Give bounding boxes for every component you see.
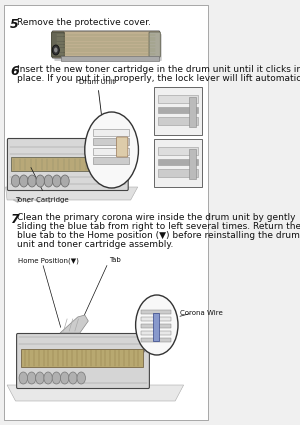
Circle shape (11, 175, 20, 187)
Bar (189, 97, 197, 127)
Bar (158, 147, 199, 155)
Bar (158, 159, 199, 165)
FancyBboxPatch shape (116, 137, 128, 157)
Circle shape (19, 372, 28, 384)
FancyBboxPatch shape (8, 139, 128, 190)
Bar (154, 139, 202, 187)
Text: 5: 5 (10, 18, 19, 31)
Bar (158, 117, 199, 125)
Text: unit and toner cartridge assembly.: unit and toner cartridge assembly. (17, 240, 173, 249)
Bar (21, 349, 143, 367)
Circle shape (36, 372, 44, 384)
Text: Insert the new toner cartridge in the drum unit until it clicks into: Insert the new toner cartridge in the dr… (17, 65, 300, 74)
Text: Tab: Tab (110, 257, 121, 263)
Circle shape (69, 372, 77, 384)
FancyBboxPatch shape (16, 334, 149, 388)
Text: place. If you put it in properly, the lock lever will lift automatically.: place. If you put it in properly, the lo… (17, 74, 300, 83)
Circle shape (27, 372, 36, 384)
Polygon shape (7, 385, 184, 401)
Bar (141, 337, 171, 342)
Circle shape (28, 175, 36, 187)
Circle shape (44, 175, 53, 187)
Text: sliding the blue tab from right to left several times. Return the: sliding the blue tab from right to left … (17, 222, 300, 231)
Bar (154, 87, 202, 135)
Bar (141, 331, 171, 334)
Bar (158, 95, 199, 103)
Text: 6: 6 (10, 65, 19, 78)
Circle shape (52, 175, 61, 187)
Circle shape (44, 372, 52, 384)
Bar (93, 138, 129, 145)
Bar (158, 107, 199, 113)
Circle shape (20, 175, 28, 187)
Text: 7: 7 (10, 213, 19, 226)
Bar (93, 148, 129, 155)
Polygon shape (6, 187, 138, 200)
Text: Remove the protective cover.: Remove the protective cover. (17, 18, 151, 27)
Circle shape (54, 48, 58, 53)
Circle shape (85, 112, 138, 188)
Bar (141, 309, 171, 314)
FancyBboxPatch shape (149, 32, 160, 57)
Bar (141, 323, 171, 328)
FancyBboxPatch shape (52, 31, 160, 58)
Circle shape (77, 372, 86, 384)
Circle shape (52, 45, 59, 55)
Bar (61, 56, 159, 61)
Circle shape (136, 295, 178, 355)
FancyBboxPatch shape (52, 32, 64, 57)
Bar (93, 129, 129, 136)
Bar (189, 149, 197, 179)
Text: Toner Cartridge: Toner Cartridge (16, 197, 69, 203)
Bar (158, 169, 199, 177)
Text: Home Position(▼): Home Position(▼) (18, 257, 79, 264)
Circle shape (60, 372, 69, 384)
Bar (93, 157, 129, 164)
Circle shape (36, 175, 44, 187)
Text: Clean the primary corona wire inside the drum unit by gently: Clean the primary corona wire inside the… (17, 213, 296, 222)
Text: Drum Unit: Drum Unit (80, 79, 116, 137)
Text: Corona Wire: Corona Wire (180, 310, 223, 316)
Circle shape (61, 175, 69, 187)
Circle shape (52, 372, 61, 384)
Bar (153, 313, 159, 341)
FancyBboxPatch shape (54, 34, 162, 61)
Bar (141, 317, 171, 320)
Polygon shape (60, 315, 88, 333)
Text: blue tab to the Home position (▼) before reinstalling the drum: blue tab to the Home position (▼) before… (17, 231, 300, 240)
Bar (11, 157, 123, 171)
